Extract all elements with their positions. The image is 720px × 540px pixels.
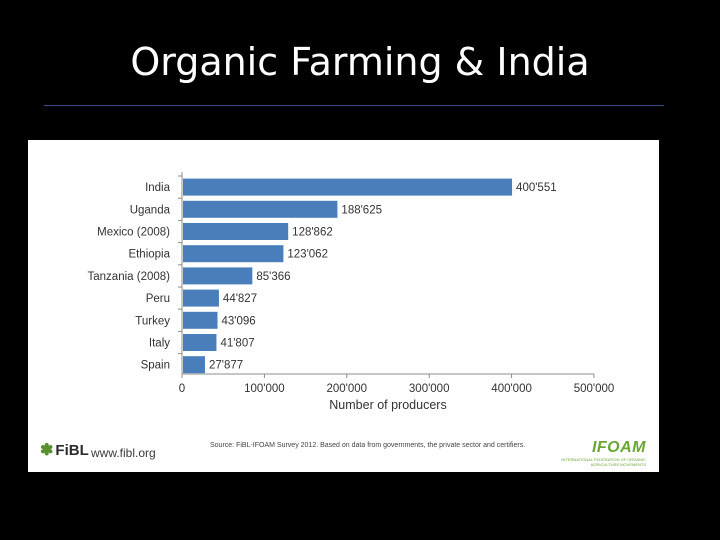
category-label: Italy [149,338,170,350]
bar [183,311,218,329]
value-label: 44'827 [223,293,257,305]
chart-footer: ✽ FiBL www.fibl.org Source: FiBL-IFOAM Su… [28,436,659,472]
bar [183,334,217,351]
value-label: 43'096 [222,315,256,327]
category-label: Peru [146,293,170,305]
ifoam-logo: IFOAM INTERNATIONAL FEDERATION OF ORGANI… [556,439,646,467]
value-label: 41'807 [220,338,254,350]
bar [183,245,284,263]
chart-panel: India 400'551 Uganda 188'625 Mexico (2008) 12… [28,140,659,472]
value-label: 27'877 [209,360,243,372]
category-label: India [145,182,171,194]
category-label: Mexico (2008) [97,227,170,239]
category-label: Turkey [135,315,170,327]
fibl-leaf-icon: ✽ [40,442,54,459]
value-label: 85'366 [256,271,290,283]
bar [183,267,253,285]
fibl-logo: ✽ FiBL [40,440,89,460]
source-note: Source: FiBL-IFOAM Survey 2012. Based on… [210,442,526,449]
bar [183,356,205,374]
x-tick-label: 400'000 [491,383,532,395]
bar [183,289,219,307]
x-tick-label: 200'000 [327,383,368,395]
value-label: 400'551 [516,182,557,194]
value-label: 123'062 [287,249,328,261]
bar [183,200,338,218]
value-label: 188'625 [341,204,382,216]
fibl-logo-text: FiBL [55,442,89,459]
x-tick-label: 0 [179,383,185,395]
category-label: Uganda [130,204,171,216]
bar-chart: India 400'551 Uganda 188'625 Mexico (2008) 12… [88,172,615,412]
category-label: Tanzania (2008) [88,271,171,283]
x-tick-label: 500'000 [574,383,615,395]
fibl-url: www.fibl.org [91,446,156,460]
ifoam-subtitle: INTERNATIONAL FEDERATION OF ORGANIC AGRI… [561,457,646,467]
x-tick-label: 100'000 [244,383,285,395]
value-label: 128'862 [292,227,333,239]
x-axis-title: Number of producers [329,398,446,412]
ifoam-logo-text: IFOAM [591,439,646,456]
bar [183,178,513,196]
x-tick-label: 300'000 [409,383,450,395]
title-divider [44,105,664,106]
slide-title: Organic Farming & India [130,40,590,84]
bar [183,223,289,240]
category-label: Spain [141,360,170,372]
category-label: Ethiopia [128,249,170,261]
